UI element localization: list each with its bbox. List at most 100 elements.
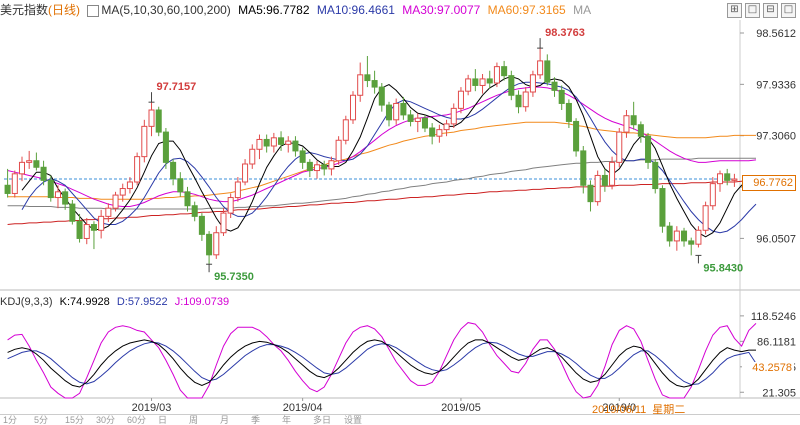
kdj-line-k [7, 339, 756, 388]
toolbar-item[interactable]: 年 [282, 415, 292, 425]
candle-body [378, 86, 385, 106]
toolbar-item[interactable]: 多日 [313, 415, 332, 425]
candle-body [220, 212, 227, 234]
candle-body [98, 215, 105, 231]
candle-body [537, 60, 544, 76]
candle-body [342, 119, 349, 141]
toolbar-item[interactable]: 60分 [127, 415, 147, 425]
candle-body [371, 80, 378, 88]
candle-body [357, 74, 364, 96]
ma-more-value: MA [573, 3, 592, 17]
candle-body [306, 161, 313, 172]
ma10-value: MA10:96.4661 [316, 3, 395, 17]
ma-line-ma100 [7, 157, 756, 210]
candle-body [198, 215, 205, 235]
candle-body [407, 114, 414, 122]
kdj-d-value: D:57.9522 [116, 296, 168, 308]
toolbar-item[interactable]: 1分 [3, 415, 18, 425]
candle-body [580, 150, 587, 186]
toolbar-item[interactable]: 季 [251, 415, 261, 425]
candle-body [587, 184, 594, 203]
candle-body [457, 90, 464, 109]
instrument-title: 美元指数 [0, 3, 49, 17]
toolbar-item[interactable]: 5分 [34, 415, 49, 425]
candle-body [242, 163, 249, 183]
candle-body [62, 191, 69, 205]
toolbar-item[interactable]: 15分 [65, 415, 85, 425]
candle-body [40, 166, 47, 181]
candle-body [292, 140, 299, 152]
y-tick-label: 96.0507 [756, 233, 796, 245]
candle-body [652, 161, 659, 190]
candle-body [493, 66, 500, 84]
candle-body [278, 137, 285, 145]
candle-body [472, 78, 479, 86]
restore-icon[interactable]: □ [781, 3, 796, 18]
x-tick-label: 2019/05 [441, 402, 481, 414]
candle-body [421, 117, 428, 129]
candle-body [299, 150, 306, 163]
candle-body [724, 173, 731, 181]
candle-body [616, 131, 623, 163]
candle-body [551, 81, 558, 91]
candle-body [659, 188, 666, 227]
candle-body [83, 224, 90, 239]
annotation-label: 95.7350 [214, 271, 254, 283]
candle-body [695, 229, 702, 245]
candle-body [544, 60, 551, 83]
candle-body [429, 127, 436, 137]
candle-body [213, 232, 220, 256]
toolbar-item[interactable]: 30分 [96, 415, 116, 425]
candle-body [134, 156, 141, 183]
candle-body [11, 173, 18, 194]
candle-body [385, 104, 393, 121]
layout-icon[interactable]: ⊞ [727, 3, 742, 18]
candle-body [177, 178, 184, 193]
candle-body [709, 183, 716, 207]
candle-body [529, 74, 536, 93]
toolbar-item[interactable]: 日 [158, 415, 168, 425]
split-icon[interactable]: ⊟ [763, 3, 778, 18]
ma30-value: MA30:97.0077 [402, 3, 481, 17]
candle-body [33, 160, 40, 168]
toolbar-item[interactable]: 月 [220, 415, 230, 425]
candle-body [702, 205, 709, 231]
candle-body [623, 115, 630, 133]
ma-params-label: MA(5,10,30,60,100,200) [101, 3, 231, 17]
y-tick-label: 97.3060 [756, 131, 796, 143]
period-label[interactable]: (日线) [48, 3, 81, 17]
annotation-label: 98.3763 [545, 27, 585, 39]
candle-body [630, 115, 637, 126]
candle-body [335, 139, 342, 162]
candle-body [515, 94, 522, 108]
x-tick-label: 2019/03 [132, 402, 172, 414]
candle-body [321, 164, 328, 170]
candle-body [141, 125, 148, 158]
candle-body [263, 138, 270, 147]
kdj-j-value: J:109.0739 [174, 296, 230, 308]
candle-body [285, 140, 292, 145]
annotation-label: 95.8430 [703, 262, 743, 274]
candle-body [558, 89, 565, 104]
toolbar-item[interactable]: 周 [189, 415, 199, 425]
candle-body [328, 160, 335, 170]
candle-body [227, 197, 234, 214]
candle-body [184, 191, 191, 207]
toolbar-item[interactable]: 设置 [344, 415, 363, 425]
candle-body [465, 78, 472, 92]
candle-body [191, 205, 198, 217]
candle-body [126, 181, 133, 190]
candle-body [119, 188, 126, 196]
candle-body [90, 224, 97, 231]
candle-body [637, 124, 644, 137]
candle-body [256, 138, 263, 150]
maximize-icon[interactable]: □ [745, 3, 760, 18]
ma-settings-icon[interactable] [87, 4, 100, 17]
candle-body [162, 131, 169, 163]
candle-body [673, 230, 680, 242]
candle-body [170, 161, 177, 180]
period-toolbar: 1分 5分 15分 30分 60分 日 周 月 季 年 多日 设置 [0, 414, 800, 425]
candle-body [479, 78, 486, 86]
